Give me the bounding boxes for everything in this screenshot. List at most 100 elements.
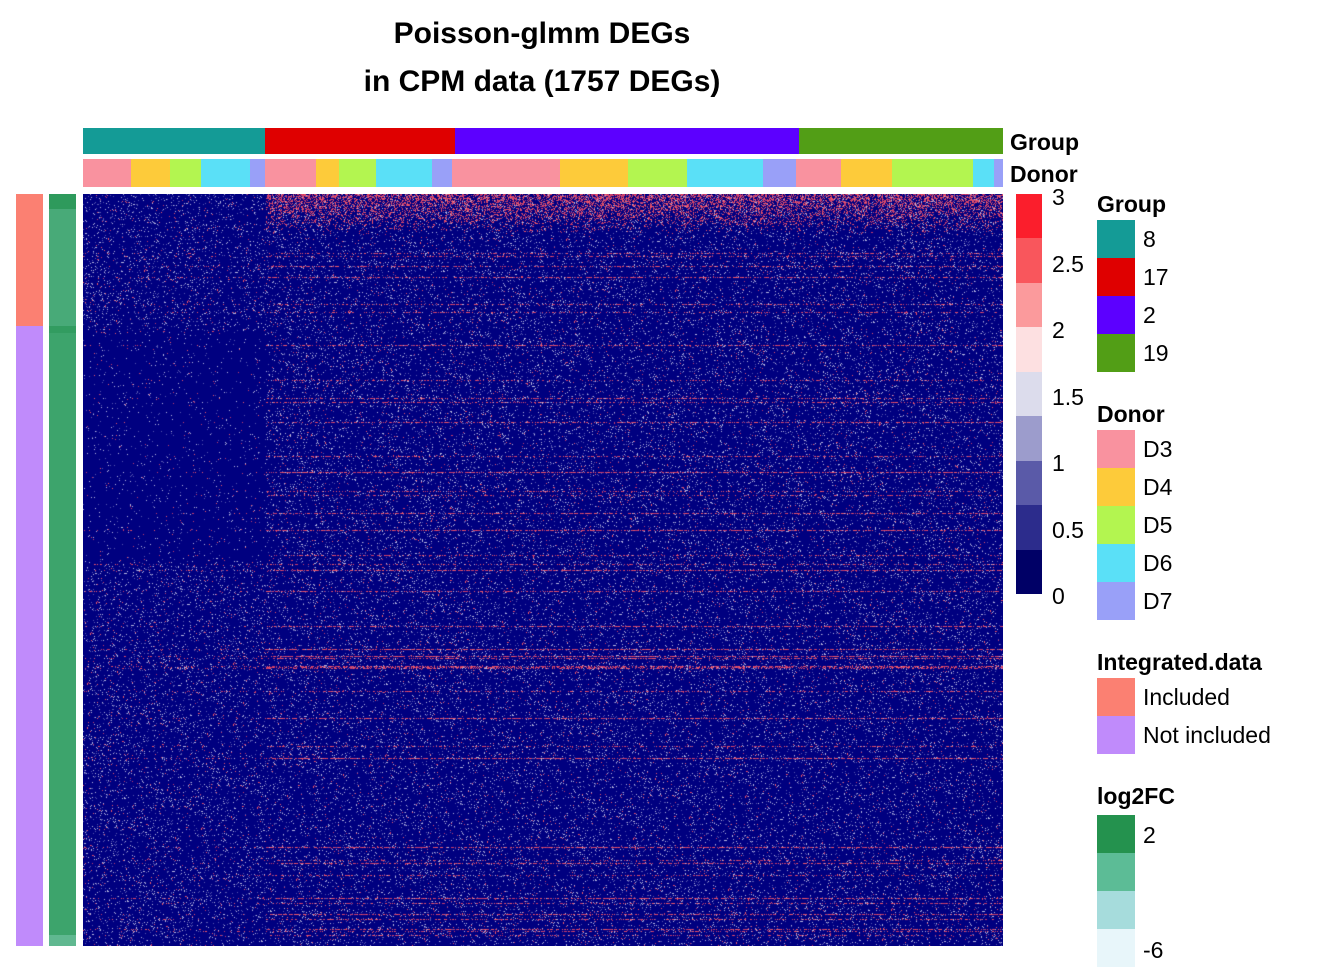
color-scale-tick-label: 1.5: [1052, 383, 1084, 410]
color-scale-tick-label: 1: [1052, 450, 1065, 476]
integrated-data-legend-item: Included: [1097, 678, 1262, 716]
donor-segment-d5: [170, 159, 201, 187]
donor-legend-swatch: [1097, 468, 1135, 506]
log2fc-legend-title: log2FC: [1097, 783, 1175, 809]
group-legend-item: 19: [1097, 334, 1169, 372]
log2fc-segment-4: [49, 934, 76, 946]
color-scale-step: [1016, 327, 1042, 372]
color-scale-step: [1016, 416, 1042, 461]
log2fc-segment-1: [49, 209, 76, 326]
donor-segment-d3: [451, 159, 561, 187]
group-legend-swatch: [1097, 334, 1135, 372]
donor-legend: Donor D3 D4 D5 D6 D7: [1097, 400, 1172, 620]
donor-legend-swatch: [1097, 544, 1135, 582]
group-segment-17: [265, 128, 455, 154]
log2fc-segment-2: [49, 325, 76, 334]
integrated-data-legend: Integrated.data Included Not included: [1097, 648, 1271, 754]
color-scale-tick-label: 0: [1052, 583, 1065, 609]
group-legend-swatch: [1097, 258, 1135, 296]
donor-legend-item: D7: [1097, 582, 1172, 620]
donor-segment-d6: [200, 159, 251, 187]
log2fc-scale-step: [1097, 815, 1135, 853]
group-legend-item: 8: [1097, 220, 1166, 258]
chart-title: Poisson-glmm DEGs: [393, 17, 691, 50]
donor-segment-d4: [560, 159, 628, 187]
log2fc-scale-step: [1097, 891, 1135, 929]
group-legend-label: 8: [1143, 226, 1156, 252]
group-legend-title: Group: [1097, 191, 1166, 217]
color-scale-step: [1016, 505, 1042, 550]
group-legend-item: 17: [1097, 258, 1169, 296]
group-legend-swatch: [1097, 296, 1135, 334]
color-scale-step: [1016, 549, 1042, 594]
integrated-data-legend-label: Not included: [1143, 722, 1271, 748]
group-annotation-track: [83, 128, 1003, 154]
donor-segment-d7: [993, 159, 1003, 187]
integrated-data-row-annotation: [16, 194, 43, 946]
heatmap-matrix: [83, 194, 1003, 946]
donor-segment-d6: [687, 159, 763, 187]
group-legend-item: 2: [1097, 296, 1166, 334]
color-scale-step: [1016, 238, 1042, 283]
heatmap-color-scale: [1016, 194, 1042, 594]
donor-segment-d6: [376, 159, 432, 187]
donor-legend-swatch: [1097, 430, 1135, 468]
donor-legend-item: D3: [1097, 430, 1172, 468]
donor-segment-d3: [795, 159, 841, 187]
integrated-data-segment-included: [16, 194, 43, 326]
log2fc-max-label: 2: [1143, 822, 1156, 848]
donor-legend-item: D6: [1097, 544, 1172, 582]
log2fc-legend: log2FC: [1097, 782, 1175, 812]
donor-legend-item: D4: [1097, 468, 1172, 506]
donor-segment-d4: [130, 159, 171, 187]
donor-segment-d4: [315, 159, 339, 187]
integrated-data-legend-item: Not included: [1097, 716, 1271, 754]
donor-segment-d5: [627, 159, 688, 187]
color-scale-tick-label: 3: [1052, 184, 1065, 210]
log2fc-color-scale: [1097, 815, 1135, 967]
donor-segment-d5: [338, 159, 377, 187]
donor-segment-d6: [973, 159, 994, 187]
integrated-data-legend-swatch: [1097, 678, 1135, 716]
donor-track-label: Donor: [1010, 161, 1078, 187]
integrated-data-legend-label: Included: [1143, 684, 1230, 710]
donor-legend-label: D3: [1143, 436, 1173, 462]
color-scale-step: [1016, 460, 1042, 506]
donor-legend-label: D6: [1143, 550, 1173, 576]
donor-segment-d4: [840, 159, 892, 187]
color-scale-step: [1016, 282, 1042, 328]
log2fc-scale-step: [1097, 929, 1135, 967]
color-scale-tick-label: 2: [1052, 317, 1065, 343]
group-legend-label: 17: [1143, 264, 1169, 290]
donor-segment-d5: [891, 159, 974, 187]
donor-legend-label: D7: [1143, 588, 1173, 614]
group-legend: Group 8 17 2 19: [1097, 190, 1169, 372]
donor-segment-d7: [762, 159, 796, 187]
donor-annotation-track: [83, 159, 1003, 187]
group-track-label: Group: [1010, 129, 1079, 155]
color-scale-step: [1016, 194, 1042, 239]
group-segment-8: [83, 128, 266, 154]
group-segment-2: [454, 128, 799, 154]
color-scale-tick-label: 2.5: [1052, 250, 1084, 277]
donor-segment-d3: [265, 159, 316, 187]
donor-legend-swatch: [1097, 582, 1135, 620]
integrated-data-legend-title: Integrated.data: [1097, 649, 1262, 675]
log2fc-row-annotation: [49, 194, 76, 946]
donor-segment-d7: [250, 159, 266, 187]
group-legend-swatch: [1097, 220, 1135, 258]
donor-legend-label: D4: [1143, 474, 1173, 500]
color-scale-step: [1016, 371, 1042, 417]
log2fc-segment-0: [49, 194, 76, 210]
log2fc-scale-step: [1097, 853, 1135, 891]
color-scale-tick-label: 0.5: [1052, 516, 1084, 543]
donor-segment-d3: [83, 159, 131, 187]
donor-legend-label: D5: [1143, 512, 1173, 538]
integrated-data-segment-not-included: [16, 325, 43, 946]
donor-legend-swatch: [1097, 506, 1135, 544]
donor-legend-item: D5: [1097, 506, 1172, 544]
group-legend-label: 19: [1143, 340, 1169, 366]
group-legend-label: 2: [1143, 302, 1156, 328]
log2fc-segment-3: [49, 333, 76, 935]
log2fc-min-label: -6: [1143, 937, 1164, 963]
